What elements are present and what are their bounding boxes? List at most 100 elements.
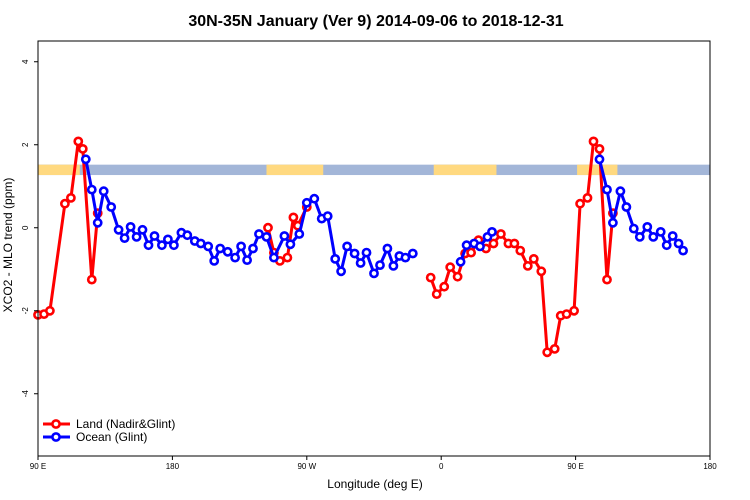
y-tick-label: -2 bbox=[21, 307, 30, 315]
data-point bbox=[254, 229, 264, 239]
data-point bbox=[222, 246, 233, 257]
data-point bbox=[542, 347, 553, 358]
data-point bbox=[431, 289, 442, 299]
data-point bbox=[361, 247, 372, 258]
land-band bbox=[433, 164, 497, 176]
data-point bbox=[143, 240, 154, 251]
data-point bbox=[439, 281, 450, 292]
data-point bbox=[268, 252, 279, 263]
data-point bbox=[582, 192, 593, 203]
legend-label: Ocean (Glint) bbox=[76, 430, 147, 444]
land-band bbox=[577, 164, 618, 176]
legend-label: Land (Nadir&Glint) bbox=[76, 417, 175, 431]
data-point bbox=[66, 192, 76, 203]
data-point bbox=[648, 231, 659, 242]
data-point bbox=[549, 343, 560, 354]
data-point bbox=[86, 184, 97, 195]
data-point bbox=[400, 252, 411, 263]
data-point bbox=[369, 268, 379, 279]
data-point bbox=[667, 231, 678, 241]
data-point bbox=[569, 305, 579, 316]
x-tick-label: 90 E bbox=[30, 462, 46, 471]
data-point bbox=[445, 262, 456, 273]
data-point bbox=[86, 274, 97, 285]
x-tick-label: 90 E bbox=[567, 462, 583, 471]
data-point bbox=[466, 247, 476, 258]
x-axis: 90 E 180 90 W 0 90 E 180 bbox=[30, 456, 717, 471]
land-band bbox=[38, 164, 80, 176]
data-point bbox=[461, 240, 472, 251]
data-point bbox=[330, 253, 341, 264]
data-point bbox=[673, 238, 684, 249]
data-point bbox=[92, 217, 103, 228]
data-point bbox=[301, 197, 312, 208]
data-point bbox=[168, 240, 179, 251]
series-layer bbox=[33, 136, 688, 358]
data-point bbox=[342, 241, 352, 252]
y-tick-label: -4 bbox=[21, 390, 30, 398]
data-point bbox=[425, 272, 436, 283]
data-point bbox=[575, 198, 585, 209]
land-ocean-strip bbox=[38, 164, 710, 176]
plot-frame bbox=[37, 40, 711, 457]
series-ocean bbox=[80, 154, 688, 279]
data-point bbox=[515, 245, 526, 256]
data-point bbox=[113, 224, 124, 235]
data-point bbox=[77, 143, 88, 154]
data-point bbox=[309, 193, 320, 204]
data-point bbox=[634, 231, 645, 242]
data-point bbox=[455, 256, 466, 267]
data-point bbox=[487, 226, 497, 237]
data-point bbox=[230, 252, 240, 263]
data-point bbox=[322, 211, 333, 221]
data-point bbox=[215, 243, 226, 254]
data-point bbox=[282, 252, 293, 263]
data-point bbox=[495, 229, 506, 239]
data-point bbox=[594, 154, 605, 165]
data-point bbox=[528, 253, 539, 264]
data-point bbox=[594, 143, 605, 154]
data-point bbox=[349, 248, 360, 259]
data-point bbox=[628, 223, 639, 234]
data-point bbox=[248, 243, 258, 254]
chart-title: 30N-35N January (Ver 9) 2014-09-06 to 20… bbox=[188, 13, 563, 30]
data-point bbox=[642, 221, 653, 232]
data-point bbox=[288, 212, 299, 223]
data-point bbox=[119, 233, 130, 243]
data-point bbox=[475, 241, 485, 252]
data-point bbox=[509, 238, 520, 249]
y-tick-label: 0 bbox=[21, 225, 30, 230]
data-point bbox=[106, 202, 117, 212]
data-point bbox=[452, 271, 463, 282]
data-point bbox=[80, 154, 91, 165]
data-point bbox=[236, 241, 246, 252]
data-point bbox=[98, 186, 109, 197]
land-band bbox=[266, 164, 324, 176]
legend-marker bbox=[51, 432, 61, 442]
data-point bbox=[375, 260, 385, 270]
data-point bbox=[355, 258, 366, 268]
data-point bbox=[602, 184, 612, 195]
data-point bbox=[615, 186, 626, 197]
data-point bbox=[73, 136, 84, 147]
data-point bbox=[621, 202, 632, 212]
data-point bbox=[279, 231, 290, 241]
data-point bbox=[608, 217, 618, 228]
y-tick-label: 2 bbox=[21, 142, 30, 147]
data-point bbox=[60, 198, 70, 209]
data-point bbox=[522, 260, 533, 271]
data-point bbox=[149, 231, 160, 241]
data-point bbox=[388, 260, 399, 271]
data-point bbox=[203, 241, 214, 252]
y-axis: -4 -2 0 2 4 bbox=[21, 59, 38, 397]
data-point bbox=[125, 221, 136, 232]
data-point bbox=[382, 243, 393, 254]
data-point bbox=[661, 240, 672, 251]
data-point bbox=[261, 231, 272, 242]
x-tick-label: 0 bbox=[439, 462, 444, 471]
legend-marker bbox=[51, 419, 61, 429]
ocean-band bbox=[38, 164, 710, 176]
x-tick-label: 180 bbox=[703, 462, 717, 471]
data-point bbox=[182, 230, 193, 241]
y-axis-label: XCO2 - MLO trend (ppm) bbox=[1, 178, 15, 313]
